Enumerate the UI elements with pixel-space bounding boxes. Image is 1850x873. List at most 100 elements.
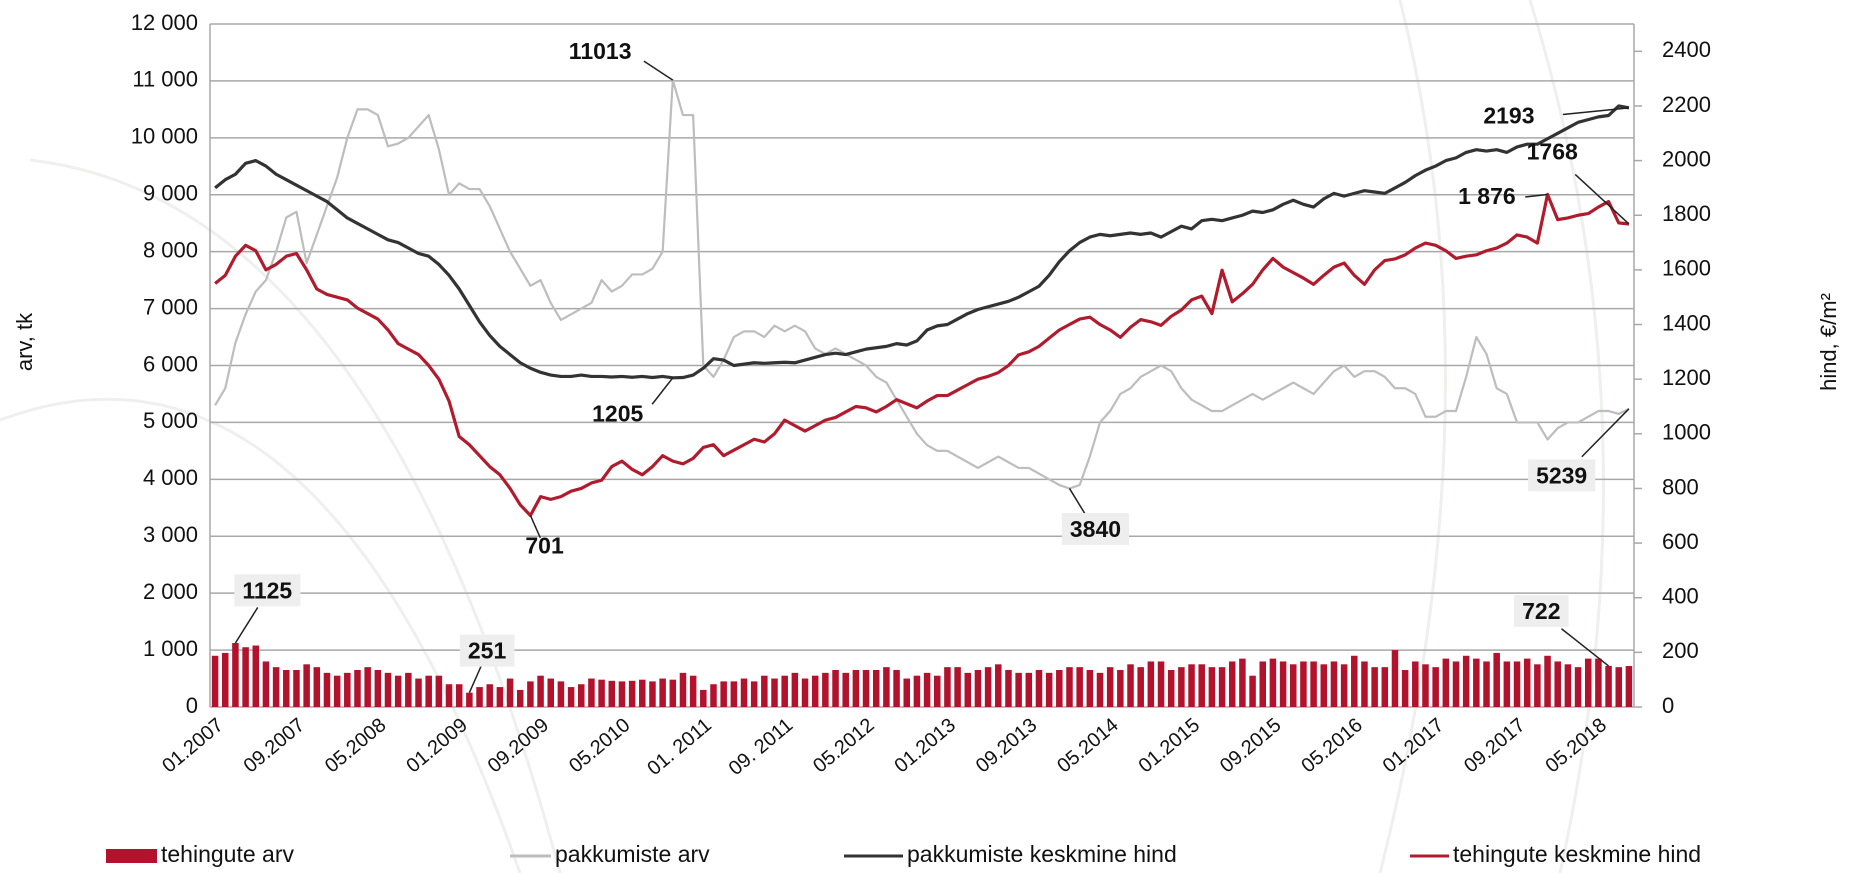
bar	[272, 667, 280, 707]
bar	[516, 689, 524, 707]
bar	[1523, 658, 1531, 707]
bar	[578, 684, 585, 707]
bar	[842, 672, 849, 707]
bar	[822, 672, 829, 707]
bar	[527, 681, 534, 707]
legend-label: tehingute keskmine hind	[1453, 841, 1701, 867]
bar	[740, 678, 748, 707]
bar	[964, 672, 972, 707]
y-tick-label: 11 000	[132, 67, 198, 92]
bar	[720, 681, 727, 707]
bar	[1045, 672, 1053, 707]
x-tick-label: 05.2012	[809, 714, 879, 777]
bar	[1584, 658, 1592, 707]
annotation-label: 3840	[1070, 516, 1121, 542]
annotation-box	[1514, 594, 1569, 627]
y-tick-label: 6 000	[143, 351, 198, 376]
annotation-label: 722	[1522, 598, 1560, 624]
bar	[1249, 675, 1256, 707]
y2-tick-label: 2400	[1662, 37, 1711, 62]
bar	[1320, 664, 1328, 707]
bar	[1381, 667, 1389, 707]
y2-tick-label: 1600	[1662, 256, 1711, 281]
bar	[1412, 661, 1419, 707]
leader-line	[1561, 628, 1610, 667]
y-tick-label: 10 000	[131, 124, 198, 149]
bar	[364, 667, 371, 707]
bar	[435, 675, 443, 707]
x-tick-label: 05.2010	[565, 714, 635, 777]
bar	[913, 675, 921, 707]
leader-line	[651, 377, 674, 405]
annotation: 1768	[1527, 138, 1578, 164]
bar	[679, 672, 687, 707]
legend-label: pakkumiste arv	[555, 841, 710, 867]
bar	[1534, 664, 1541, 707]
bar	[801, 678, 809, 707]
y2-tick-label: 1400	[1662, 310, 1711, 335]
y-tick-label: 3 000	[143, 522, 198, 547]
y2-tick-label: 800	[1662, 474, 1699, 499]
bar	[313, 667, 321, 707]
bar	[476, 687, 483, 707]
bar	[1391, 650, 1399, 707]
bar	[486, 684, 493, 707]
y2-tick-label: 2200	[1662, 92, 1711, 117]
bar	[445, 684, 453, 707]
bar	[405, 672, 412, 707]
x-tick-label: 09.2009	[484, 714, 554, 777]
bar	[1035, 670, 1043, 707]
bar	[303, 664, 310, 707]
x-tick-label: 05.2014	[1053, 714, 1123, 777]
series-line	[214, 192, 1630, 518]
leader-line	[1574, 173, 1630, 225]
y2-tick-label: 400	[1662, 584, 1699, 609]
bar	[700, 689, 707, 707]
annotation-label: 701	[525, 532, 564, 558]
annotation-label: 1768	[1527, 138, 1578, 164]
annotation-box	[459, 634, 515, 667]
bar	[1290, 664, 1297, 707]
annotation: 1125	[234, 574, 301, 607]
decor-curve	[29, 158, 562, 873]
bar	[1442, 658, 1450, 707]
bar	[669, 679, 677, 707]
bar	[1015, 672, 1022, 707]
bar	[1066, 667, 1073, 707]
bar	[262, 661, 270, 707]
annotation: 251	[459, 634, 515, 667]
bar	[588, 678, 595, 707]
bar	[344, 672, 351, 707]
bar	[1462, 655, 1470, 707]
x-tick-label: 09.2015	[1216, 714, 1286, 777]
annotation: 5239	[1528, 459, 1596, 492]
bar	[1615, 667, 1622, 707]
bar	[1056, 670, 1063, 707]
y-tick-label: 5 000	[143, 408, 198, 433]
bar	[506, 678, 514, 707]
x-tick-label: 09.2007	[240, 714, 310, 777]
bar	[1493, 652, 1500, 707]
bar	[771, 678, 778, 707]
y-tick-label: 9 000	[143, 181, 198, 206]
leader-line	[1562, 107, 1629, 116]
leader-line	[643, 60, 674, 81]
legend-label: pakkumiste keskmine hind	[907, 841, 1177, 867]
bar	[1300, 661, 1307, 707]
y-tick-label: 12 000	[131, 10, 198, 35]
bar	[1178, 667, 1185, 707]
leader-line	[529, 515, 541, 539]
bar	[537, 675, 544, 707]
bar	[689, 675, 697, 707]
bar	[862, 670, 870, 707]
bar	[1117, 670, 1124, 707]
bar	[832, 670, 839, 707]
bar	[1310, 661, 1317, 707]
bar	[455, 684, 463, 707]
annotation-label: 2193	[1483, 102, 1534, 128]
annotation-label: 1 876	[1458, 183, 1516, 209]
y-tick-label: 2 000	[143, 579, 198, 604]
bar	[394, 675, 402, 707]
decor-curve	[1378, 0, 1447, 873]
